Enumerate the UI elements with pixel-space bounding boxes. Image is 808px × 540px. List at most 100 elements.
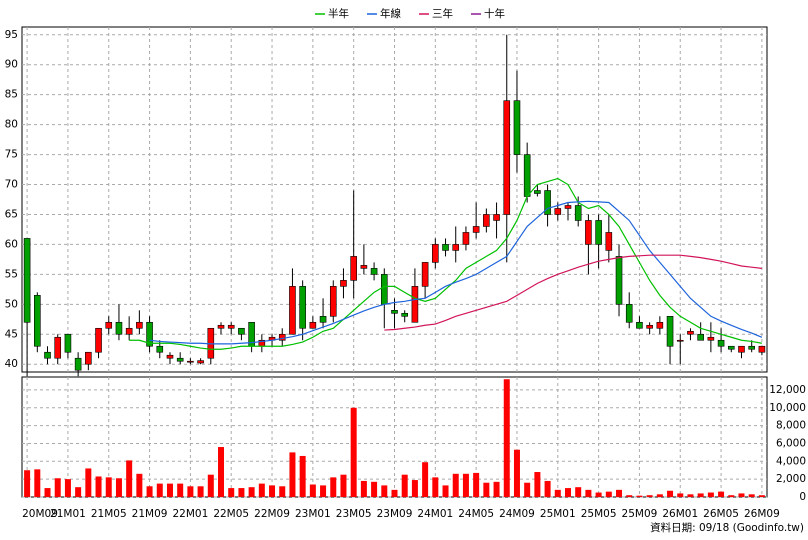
y2-tick-label: 2,000 [776,473,806,485]
volume-bar [187,486,194,497]
candle-body [432,244,439,263]
footer: 資料日期: 09/18 (Goodinfo.tw) [650,521,804,534]
y-tick-label: 50 [5,298,18,310]
ma-line [149,200,763,345]
volume-bar [738,493,745,497]
candle-body [176,357,184,362]
volume-bar [616,489,623,497]
volume-bar [534,472,541,497]
volume-bar [340,474,347,497]
volume-bar [197,486,204,497]
candle-body [125,327,133,335]
candle-body [697,333,704,341]
volume-bar [667,490,674,497]
candle-body [156,345,164,353]
volume-bar [677,493,684,497]
volume-bar [218,447,225,497]
candle-body [238,327,245,335]
x-tick-label: 22M09 [254,508,290,520]
volume-bar [309,484,316,497]
volume-bar [269,485,276,497]
candle-body [493,214,500,221]
y-tick-label: 75 [5,149,18,161]
volume-bar [136,473,143,497]
volume-bar [748,494,755,497]
volume-bar [483,482,490,497]
volume-bar [371,481,378,497]
candle-body [146,321,153,347]
x-tick-label: 24M01 [417,508,453,520]
candle-body [34,295,41,347]
candle-body [289,286,296,335]
y-tick-label: 80 [5,119,18,131]
y2-tick-label: 6,000 [776,437,806,449]
volume-bar [473,472,480,497]
candle-body [472,226,480,233]
candle-body [350,256,357,281]
volume-bar [687,494,694,497]
candle-body [309,321,317,329]
x-tick-label: 24M05 [458,508,494,520]
candle-body [727,345,735,350]
volume-bar [605,491,612,497]
ma-line [129,177,763,350]
candle-body [340,280,347,287]
candle-body [534,190,541,194]
volume-bar [524,482,531,497]
legend-label: 半年 [328,7,349,20]
candle-body [442,244,449,251]
x-tick-label: 21M05 [91,508,127,520]
volume-bar [105,477,112,497]
y-tick-label: 55 [5,268,18,280]
volume-bar [54,478,61,497]
ma-line [384,254,762,331]
candle-body [187,360,194,363]
y2-tick-label: 12,000 [769,384,806,396]
candle-body [717,339,725,347]
candle-body [585,220,592,245]
volume-bar [718,491,725,497]
candle-body [105,321,113,329]
candle-body [554,208,562,215]
volume-bar [728,495,735,497]
volume-bar [411,480,418,497]
candle-body [329,286,337,317]
volume-bar [156,483,163,497]
candle-body [85,351,92,365]
volume-bar [442,485,449,497]
candle-body [574,205,582,221]
candle-body [23,238,31,323]
y-tick-label: 85 [5,89,18,101]
volume-bar [289,452,296,497]
volume-bar [34,469,41,497]
candle-body [758,345,766,353]
candle-body [666,315,674,347]
volume-bar [279,486,286,497]
x-tick-label: 22M05 [213,508,249,520]
volume-bar [95,476,102,497]
y-tick-label: 70 [5,179,18,191]
volume-bar [493,481,500,497]
volume-bar [585,489,592,497]
x-tick-label: 25M05 [581,508,617,520]
volume-bar [656,494,663,497]
x-tick-label: 25M01 [540,508,576,520]
x-tick-label: 21M09 [132,508,168,520]
volume-bar [238,488,245,497]
candle-body [615,256,623,305]
volume-bar [166,483,173,497]
y2-tick-label: 4,000 [776,455,806,467]
candle-body [54,336,62,359]
y-tick-label: 45 [5,328,18,340]
x-tick-label: 22M01 [172,508,208,520]
x-tick-label: 26M05 [703,508,739,520]
volume-bar [452,473,459,497]
candle-body [636,321,643,329]
candle-body [503,100,511,215]
x-tick-label: 26M09 [744,508,780,520]
candle-body [738,345,745,353]
y-tick-label: 65 [5,208,18,220]
volume-bar [146,486,153,497]
candle-body [748,345,755,350]
